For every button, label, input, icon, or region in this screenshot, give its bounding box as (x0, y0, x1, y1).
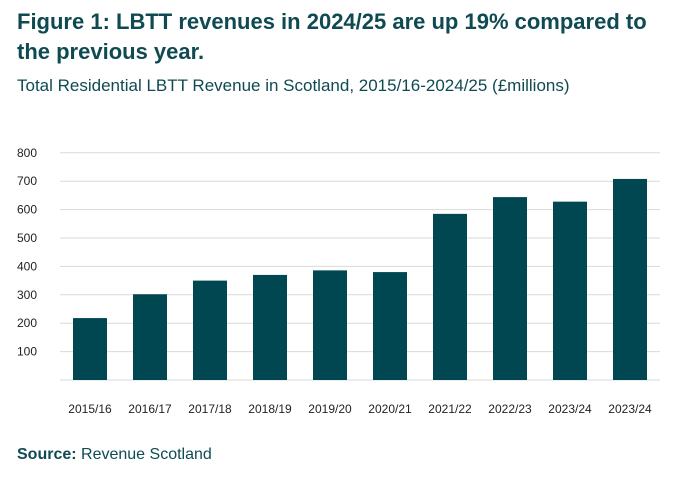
x-tick-label: 2018/19 (248, 402, 292, 416)
x-tick-label: 2016/17 (128, 402, 172, 416)
y-tick-label: 800 (17, 146, 37, 160)
x-tick-label: 2022/23 (488, 402, 532, 416)
bar (613, 178, 647, 380)
x-tick-label: 2017/18 (188, 402, 232, 416)
bar (433, 213, 467, 380)
source-label: Source: (17, 446, 77, 463)
x-tick-label: 2023/24 (608, 402, 652, 416)
y-axis-ticks: 100 200 300 400 500 600 700 800 (17, 146, 37, 359)
y-tick-label: 300 (17, 288, 37, 302)
bar (493, 197, 527, 380)
y-tick-label: 200 (17, 316, 37, 330)
y-tick-label: 400 (17, 259, 37, 273)
bar (553, 201, 587, 380)
bar (193, 280, 227, 380)
y-tick-label: 600 (17, 203, 37, 217)
bar (133, 294, 167, 380)
y-tick-label: 700 (17, 174, 37, 188)
x-tick-label: 2021/22 (428, 402, 472, 416)
chart-subtitle: Total Residential LBTT Revenue in Scotla… (17, 76, 570, 95)
bar (253, 274, 287, 380)
y-tick-label: 500 (17, 231, 37, 245)
bar (313, 270, 347, 380)
source-text: Revenue Scotland (81, 446, 212, 463)
x-tick-label: 2015/16 (68, 402, 112, 416)
chart-title: Figure 1: LBTT revenues in 2024/25 are u… (17, 9, 647, 64)
x-tick-label: 2023/24 (548, 402, 592, 416)
source-note: Source: Revenue Scotland (17, 446, 212, 464)
y-tick-label: 100 (17, 345, 37, 359)
x-axis-ticks: 2015/16 2016/17 2017/18 2018/19 2019/20 2020/… (68, 402, 652, 416)
bars (73, 178, 647, 380)
x-tick-label: 2019/20 (308, 402, 352, 416)
bar (373, 272, 407, 380)
bar (73, 318, 107, 380)
x-tick-label: 2020/21 (368, 402, 412, 416)
